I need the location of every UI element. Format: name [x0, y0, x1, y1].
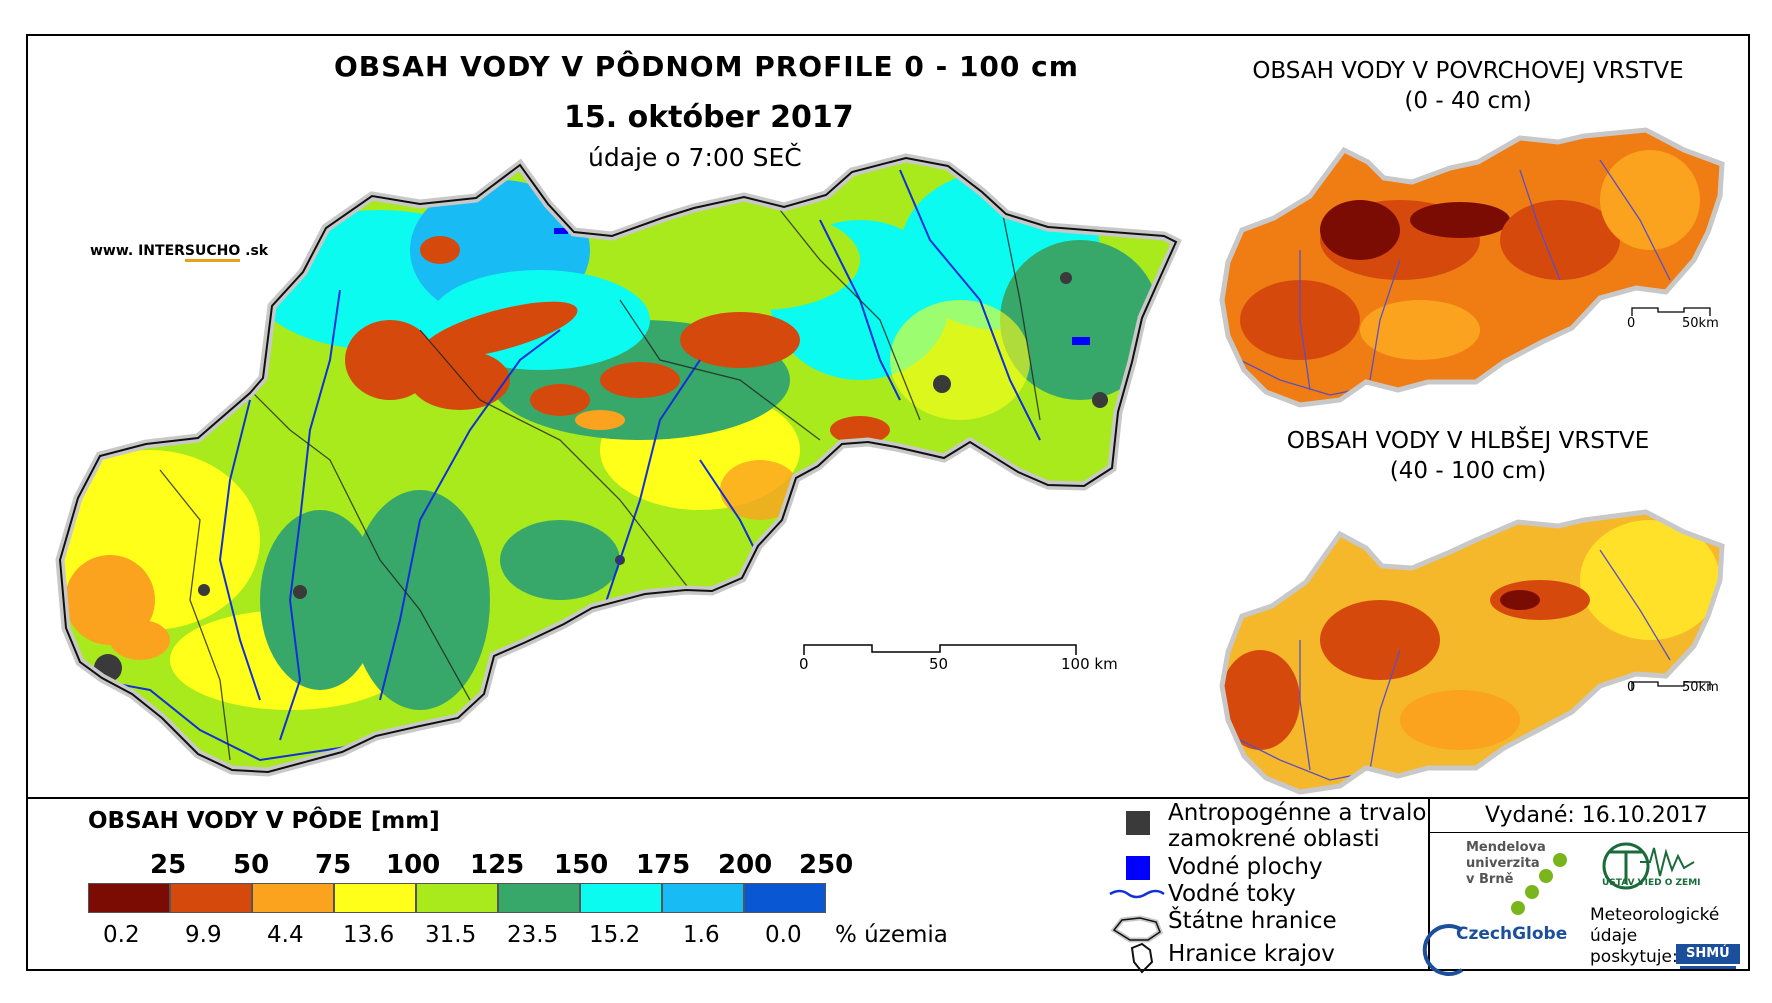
- legend-swatch: [498, 883, 580, 913]
- shmu-label: SHMÚ: [1686, 946, 1730, 961]
- main-title: OBSAH VODY V PÔDNOM PROFILE 0 - 100 cm: [334, 50, 1079, 83]
- meteo-line-1: Meteorologické: [1590, 905, 1720, 925]
- website-highlight: SUCHO: [184, 243, 241, 262]
- border-label: Štátne hranice: [1168, 908, 1337, 934]
- meteo-line-3: poskytuje:: [1590, 947, 1678, 967]
- threshold-label: 100: [386, 850, 441, 880]
- deep-scale-zero: 0: [1627, 680, 1636, 695]
- deep-depth: (40 - 100 cm): [1389, 458, 1547, 484]
- urban-area-label-2: zamokrené oblasti: [1168, 826, 1380, 852]
- water-body-symbol: [1126, 856, 1150, 880]
- surface-depth: (0 - 40 cm): [1404, 88, 1532, 114]
- issued-divider: [1428, 832, 1750, 833]
- legend-swatch: [334, 883, 416, 913]
- legend-title: OBSAH VODY V PÔDE [mm]: [88, 808, 440, 834]
- class-percent: 4.4: [267, 922, 304, 948]
- legend-swatch: [580, 883, 662, 913]
- urban-area-symbol: [1126, 811, 1150, 835]
- class-percent: 13.6: [343, 922, 395, 948]
- river-label: Vodné toky: [1168, 881, 1296, 907]
- river-symbol: [1109, 889, 1165, 899]
- legend-swatch: [662, 883, 744, 913]
- mendel-line-1: Mendelova: [1466, 840, 1546, 855]
- region-border-symbol: [1130, 942, 1154, 974]
- surface-scale-end: 50km: [1682, 316, 1719, 331]
- threshold-label: 250: [799, 850, 854, 880]
- class-percent: 0.0: [765, 922, 802, 948]
- main-scale-bar: [803, 644, 1077, 655]
- intersucho-link[interactable]: www. INTERSUCHO .sk: [90, 243, 269, 262]
- region-border-label: Hranice krajov: [1168, 941, 1335, 967]
- urban-area-label-1: Antropogénne a trvalo: [1168, 800, 1427, 826]
- shmu-logo: [1676, 944, 1740, 969]
- surface-scale-bar: [1631, 307, 1711, 316]
- threshold-label: 175: [636, 850, 691, 880]
- legend-swatch: [744, 883, 826, 913]
- mendel-line-3: v Brně: [1466, 872, 1514, 887]
- footer-divider: [1428, 797, 1430, 971]
- legend-divider: [26, 797, 1750, 799]
- deep-scale-end: 50km: [1682, 680, 1719, 695]
- issued-date: Vydané: 16.10.2017: [1485, 803, 1708, 828]
- threshold-label: 75: [315, 850, 352, 880]
- legend-swatch: [170, 883, 252, 913]
- meteo-line-2: údaje: [1590, 926, 1638, 946]
- main-scale-mid: 50: [929, 655, 949, 673]
- main-scale-zero: 0: [799, 655, 809, 673]
- website-suffix: .sk: [240, 243, 269, 259]
- class-percent: 23.5: [507, 922, 559, 948]
- czechglobe-logo: [1422, 924, 1464, 976]
- surface-scale-zero: 0: [1627, 316, 1636, 331]
- threshold-label: 125: [470, 850, 525, 880]
- legend-swatch: [252, 883, 334, 913]
- class-percent: 1.6: [683, 922, 720, 948]
- mendel-university-logo: [1511, 853, 1567, 915]
- czechglobe-label: CzechGlobe: [1456, 924, 1568, 944]
- surface-title: OBSAH VODY V POVRCHOVEJ VRSTVE: [1252, 58, 1684, 84]
- class-percent: 31.5: [425, 922, 477, 948]
- water-body-label: Vodné plochy: [1168, 854, 1323, 880]
- date-title: 15. október 2017: [564, 100, 854, 135]
- class-percent: 0.2: [103, 922, 140, 948]
- deep-title: OBSAH VODY V HLBŠEJ VRSTVE: [1286, 428, 1650, 454]
- threshold-label: 200: [718, 850, 773, 880]
- mendel-line-2: univerzita: [1466, 856, 1540, 871]
- legend-swatch: [416, 883, 498, 913]
- time-subtitle: údaje o 7:00 SEČ: [588, 143, 802, 172]
- class-percent: 9.9: [185, 922, 222, 948]
- percent-unit: % územia: [835, 922, 948, 948]
- website-prefix: www. INTER: [90, 243, 185, 259]
- class-percent: 15.2: [589, 922, 641, 948]
- main-scale-end: 100 km: [1061, 655, 1118, 673]
- ustav-vied-o-zemi-logo: [1602, 842, 1695, 890]
- threshold-label: 150: [554, 850, 609, 880]
- threshold-label: 25: [150, 850, 187, 880]
- ustav-label: ÚSTAV VIED O ZEMI: [1602, 878, 1701, 888]
- deep-scale-bar: [1631, 681, 1711, 690]
- threshold-label: 50: [233, 850, 270, 880]
- deep-layer-map: [1222, 512, 1722, 792]
- legend-swatch: [88, 883, 170, 913]
